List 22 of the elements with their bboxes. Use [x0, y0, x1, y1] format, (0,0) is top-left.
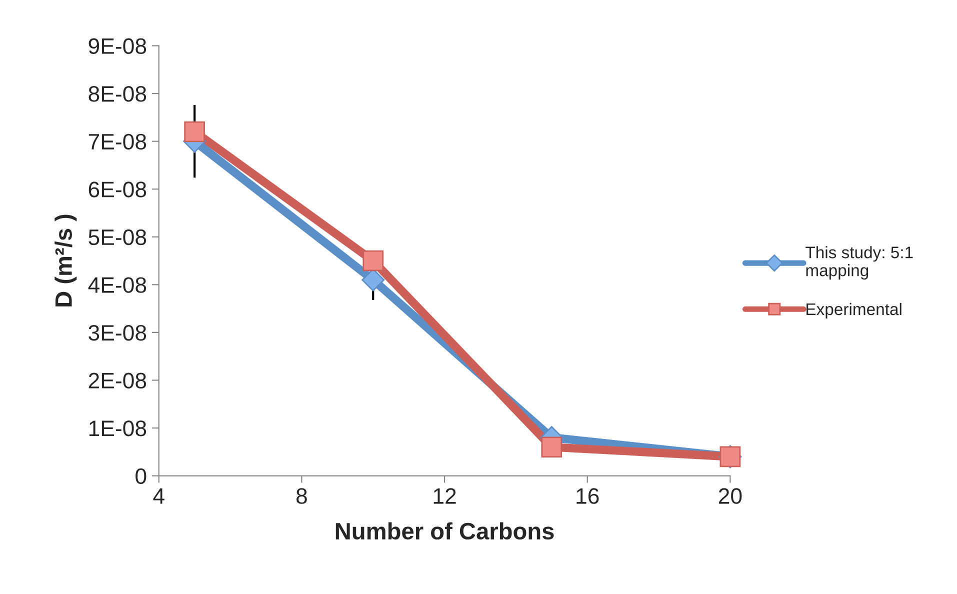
y-tick-label: 2E-08 — [88, 372, 146, 388]
y-tick-label: 5E-08 — [88, 229, 146, 246]
y-tick-label: 9E-08 — [88, 38, 146, 54]
y-tick-label: 7E-08 — [88, 134, 146, 150]
legend-label: This study: 5:1 mapping — [806, 246, 913, 280]
y-tick-label: 3E-08 — [88, 324, 146, 341]
x-tick-label: 20 — [718, 488, 742, 504]
legend-label: Experimental — [806, 302, 902, 318]
point — [184, 121, 205, 142]
y-axis-title: D (m²/s ) — [54, 214, 77, 306]
x-axis-title: Number of Carbons — [336, 522, 554, 540]
y-tick-label: 4E-08 — [88, 277, 146, 293]
x-tick-label: 8 — [296, 488, 307, 504]
point — [362, 250, 384, 272]
x-tick-label: 4 — [153, 488, 164, 504]
x-tick-label: 16 — [576, 488, 599, 504]
x-tick-label: 12 — [434, 488, 456, 504]
y-tick-label: 8E-08 — [88, 86, 146, 102]
y-tick-label: 1E-08 — [89, 420, 146, 436]
y-tick-label: 6E-08 — [88, 182, 146, 198]
y-tick-label: 0 — [136, 468, 146, 484]
point — [541, 436, 562, 458]
